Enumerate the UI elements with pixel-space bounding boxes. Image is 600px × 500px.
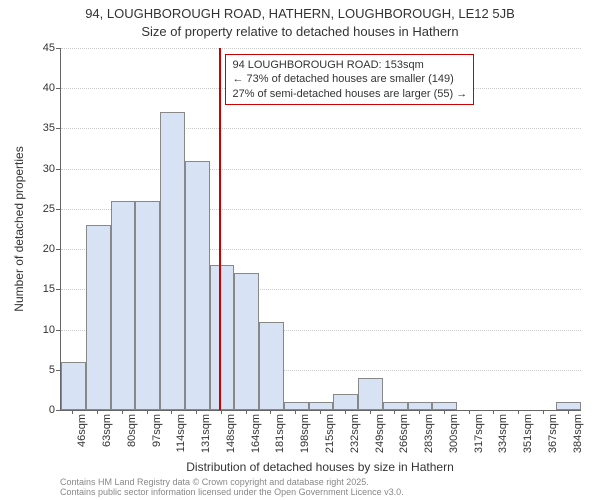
x-tick-label: 46sqm [76,414,88,447]
gridline [61,128,581,129]
histogram-bar [111,201,136,410]
histogram-bar [383,402,408,410]
histogram-bar [160,112,185,410]
plot-area: 94 LOUGHBOROUGH ROAD: 153sqm← 73% of det… [60,48,581,411]
y-tick-label: 45 [15,42,55,54]
x-tick-label: 114sqm [175,414,187,452]
x-tick-label: 181sqm [274,414,286,453]
x-tick-label: 384sqm [572,414,584,453]
histogram-bar [210,265,235,410]
histogram-bar [358,378,383,410]
x-tick-label: 300sqm [448,414,460,453]
x-tick-label: 63sqm [101,414,113,447]
x-tick-label: 283sqm [423,414,435,453]
histogram-bar [432,402,457,410]
x-tick-mark [221,410,222,414]
x-tick-mark [370,410,371,414]
histogram-bar [61,362,86,410]
histogram-bar [309,402,334,410]
y-tick-label: 25 [15,203,55,215]
annotation-line2: ← 73% of detached houses are smaller (14… [232,72,467,86]
y-tick-mark [56,209,60,210]
x-tick-mark [444,410,445,414]
x-tick-mark [568,410,569,414]
y-tick-mark [56,289,60,290]
x-tick-mark [270,410,271,414]
y-tick-mark [56,48,60,49]
annotation-line3: 27% of semi-detached houses are larger (… [232,87,467,101]
x-tick-mark [171,410,172,414]
y-tick-mark [56,410,60,411]
x-tick-mark [419,410,420,414]
y-tick-mark [56,88,60,89]
x-tick-label: 232sqm [349,414,361,453]
y-tick-label: 35 [15,122,55,134]
y-tick-mark [56,169,60,170]
x-tick-mark [320,410,321,414]
y-tick-mark [56,370,60,371]
chart-title-address: 94, LOUGHBOROUGH ROAD, HATHERN, LOUGHBOR… [0,6,600,21]
x-tick-mark [295,410,296,414]
x-tick-mark [72,410,73,414]
y-tick-label: 15 [15,283,55,295]
x-tick-label: 317sqm [473,414,485,453]
x-tick-mark [394,410,395,414]
footer-line2: Contains public sector information licen… [60,488,404,498]
x-tick-mark [518,410,519,414]
x-tick-label: 97sqm [151,414,163,447]
y-tick-label: 10 [15,324,55,336]
x-tick-label: 351sqm [522,414,534,453]
x-tick-mark [122,410,123,414]
x-tick-label: 148sqm [225,414,237,453]
x-tick-label: 215sqm [324,414,336,453]
annotation-box: 94 LOUGHBOROUGH ROAD: 153sqm← 73% of det… [225,54,474,105]
x-tick-label: 164sqm [250,414,262,453]
x-tick-mark [196,410,197,414]
gridline [61,169,581,170]
property-size-chart: 94, LOUGHBOROUGH ROAD, HATHERN, LOUGHBOR… [0,0,600,500]
histogram-bar [259,322,284,410]
x-tick-mark [493,410,494,414]
x-tick-mark [147,410,148,414]
chart-title-desc: Size of property relative to detached ho… [0,24,600,39]
y-tick-label: 20 [15,243,55,255]
x-tick-label: 131sqm [200,414,212,453]
chart-footer: Contains HM Land Registry data © Crown c… [60,478,404,498]
y-tick-label: 40 [15,82,55,94]
x-tick-label: 198sqm [299,414,311,453]
histogram-bar [234,273,259,410]
x-tick-label: 266sqm [398,414,410,453]
x-tick-mark [345,410,346,414]
histogram-bar [284,402,309,410]
y-tick-mark [56,330,60,331]
x-tick-mark [97,410,98,414]
y-tick-mark [56,128,60,129]
histogram-bar [408,402,433,410]
y-tick-label: 5 [15,364,55,376]
histogram-bar [333,394,358,410]
x-tick-label: 367sqm [547,414,559,453]
x-tick-mark [246,410,247,414]
histogram-bar [86,225,111,410]
annotation-line1: 94 LOUGHBOROUGH ROAD: 153sqm [232,58,467,72]
y-tick-mark [56,249,60,250]
y-tick-label: 0 [15,404,55,416]
x-axis-label: Distribution of detached houses by size … [60,460,580,474]
x-tick-label: 80sqm [126,414,138,447]
histogram-bar [135,201,160,410]
x-tick-mark [469,410,470,414]
histogram-bar [185,161,210,410]
gridline [61,48,581,49]
x-tick-label: 334sqm [497,414,509,453]
y-tick-label: 30 [15,163,55,175]
x-tick-label: 249sqm [374,414,386,453]
x-tick-mark [543,410,544,414]
histogram-bar [556,402,581,410]
subject-property-marker [219,48,221,410]
